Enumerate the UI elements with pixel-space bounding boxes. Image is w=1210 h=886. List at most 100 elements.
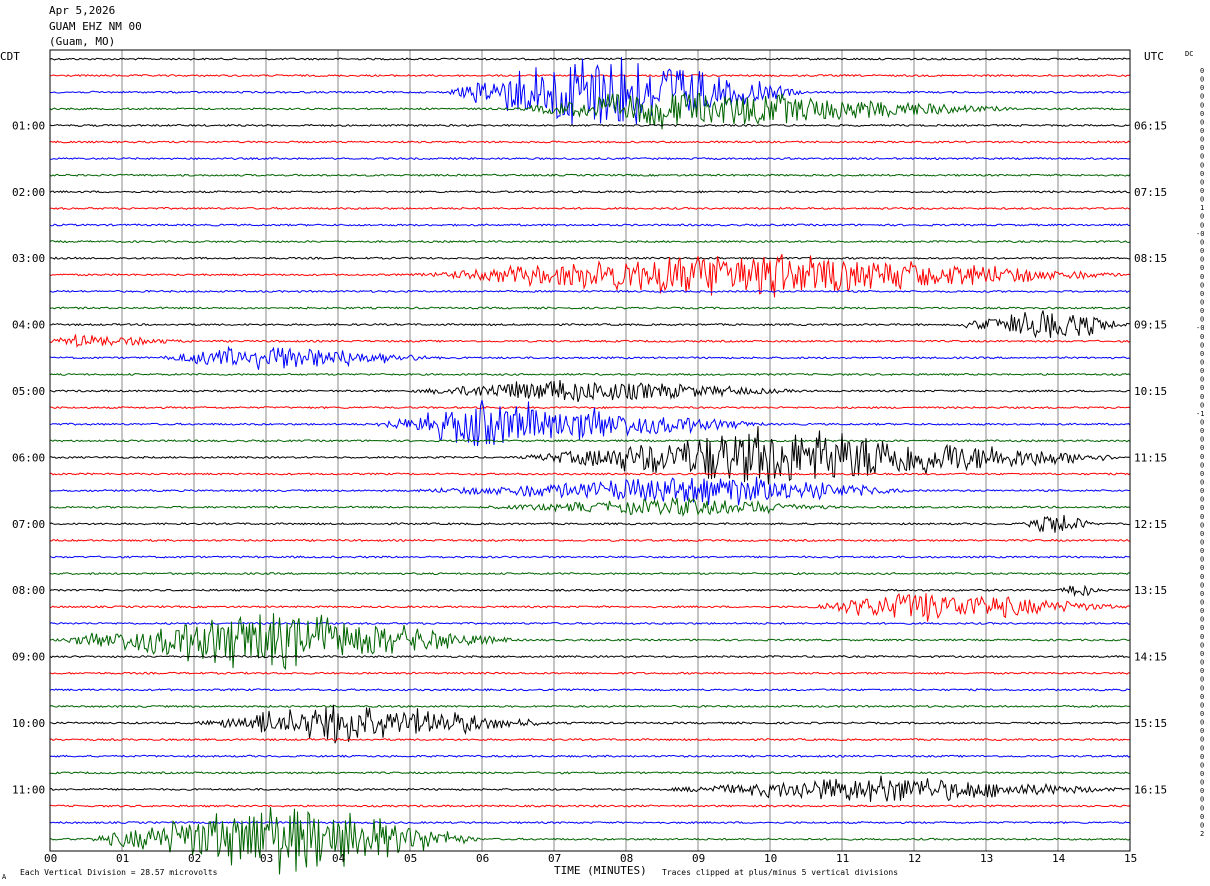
trace-32	[49, 584, 1131, 598]
dc-offset-label: 0	[1200, 419, 1204, 427]
dc-offset-label: 0	[1200, 436, 1204, 444]
trace-17	[49, 334, 1131, 348]
x-tick-label: 14	[1052, 852, 1066, 865]
dc-offset-label: 0	[1200, 530, 1204, 538]
left-hour-labels: 01:00 02:00 03:00 04:00 05:00 06:00 07:00 08:00…	[12, 119, 45, 796]
x-tick-label: 06	[476, 852, 489, 865]
trace-12	[49, 256, 1131, 260]
dc-offset-label: 0	[1200, 744, 1204, 752]
dc-offset-label: 0	[1200, 93, 1204, 101]
dc-offset-label: 0	[1200, 281, 1204, 289]
dc-offset-label: 0	[1200, 719, 1204, 727]
dc-offset-label: 0	[1200, 401, 1204, 409]
trace-21	[49, 406, 1131, 410]
x-tick-label: 12	[908, 852, 921, 865]
dc-offset-label: 0	[1200, 316, 1204, 324]
dc-offset-label: 0	[1200, 213, 1204, 221]
trace-18	[50, 345, 1131, 370]
trace-40	[49, 704, 1131, 744]
dc-offset-label: 0	[1200, 136, 1204, 144]
dc-offset-label: 0	[1200, 641, 1204, 649]
trace-45	[49, 804, 1131, 808]
dc-offset-label: 0	[1200, 359, 1204, 367]
dc-offset-label: 0	[1200, 341, 1204, 349]
dc-offset-label: 0	[1200, 487, 1204, 495]
dc-offset-label: 0	[1200, 599, 1204, 607]
right-hour-label: 14:15	[1134, 651, 1167, 664]
x-tick-label: 07	[548, 852, 561, 865]
dc-offset-label: 0	[1200, 376, 1204, 384]
dc-offset-label: 0	[1200, 110, 1204, 118]
x-tick-label: 05	[404, 852, 417, 865]
dc-offset-label: 0	[1200, 299, 1204, 307]
trace-19	[49, 372, 1131, 376]
dc-offset-label: 0	[1200, 513, 1204, 521]
dc-offset-label: 0	[1200, 221, 1204, 229]
right-hour-label: 12:15	[1134, 518, 1167, 531]
trace-39	[49, 704, 1131, 708]
trace-9	[49, 206, 1131, 210]
x-axis-label: TIME (MINUTES)	[554, 864, 647, 877]
dc-offset-label: 0	[1200, 427, 1204, 435]
dc-offset-label: -0	[1196, 230, 1204, 238]
trace-1	[49, 74, 1131, 78]
dc-offset-label: 0	[1200, 84, 1204, 92]
dc-offset-label: 0	[1200, 684, 1204, 692]
trace-7	[49, 173, 1131, 177]
trace-16	[50, 310, 1131, 339]
dc-offset-label: 0	[1200, 178, 1204, 186]
dc-offset-label: 0	[1200, 453, 1204, 461]
x-tick-label: 09	[692, 852, 705, 865]
dc-offset-label: 0	[1200, 547, 1204, 555]
trace-15	[49, 306, 1131, 310]
dc-offset-label: 0	[1200, 67, 1204, 75]
dc-offset-label: 0	[1200, 633, 1204, 641]
trace-14	[49, 289, 1131, 294]
dc-header: DC	[1185, 50, 1193, 58]
right-hour-label: 08:15	[1134, 252, 1167, 265]
trace-25	[49, 472, 1131, 476]
dc-offset-label: 0	[1200, 727, 1204, 735]
dc-offset-label: 0	[1200, 804, 1204, 812]
x-tick-label: 03	[260, 852, 273, 865]
x-tick-label: 04	[332, 852, 346, 865]
dc-offset-label: 0	[1200, 736, 1204, 744]
x-tick-labels: 00 01 02 03 04 05 06 07 08 09 10 11 12 13 14 15	[44, 852, 1137, 865]
trace-11	[49, 239, 1131, 244]
trace-6	[49, 156, 1131, 161]
trace-31	[49, 572, 1131, 576]
left-hour-label: 07:00	[12, 518, 45, 531]
x-tick-label: 11	[836, 852, 849, 865]
x-tick-label: 10	[764, 852, 777, 865]
left-hour-label: 04:00	[12, 319, 45, 332]
dc-offset-label: 0	[1200, 170, 1204, 178]
dc-offset-label: 0	[1200, 461, 1204, 469]
dc-offset-label: 0	[1200, 770, 1204, 778]
dc-offset-label: 0	[1200, 564, 1204, 572]
trace-20	[49, 379, 1131, 403]
dc-offset-label: 0	[1200, 787, 1204, 795]
dc-offset-label: 2	[1200, 830, 1204, 838]
dc-offset-label: 0	[1200, 470, 1204, 478]
trace-38	[49, 688, 1131, 692]
right-hour-label: 16:15	[1134, 783, 1167, 796]
trace-0	[49, 57, 1131, 61]
x-tick-label: 13	[980, 852, 993, 865]
dc-offset-label: -0	[1196, 324, 1204, 332]
dc-offset-label: 0	[1200, 247, 1204, 255]
dc-offset-label: 0	[1200, 521, 1204, 529]
dc-offset-label: 0	[1200, 539, 1204, 547]
dc-offset-label: 0	[1200, 504, 1204, 512]
right-timezone: UTC	[1144, 50, 1164, 63]
right-hour-label: 10:15	[1134, 385, 1167, 398]
trace-5	[49, 140, 1131, 144]
dc-offset-label: 0	[1200, 350, 1204, 358]
right-hour-labels: 06:15 07:15 08:15 09:15 10:15 11:15 12:15 13:15…	[1134, 119, 1167, 796]
left-hour-label: 03:00	[12, 252, 45, 265]
dc-offset-label: 0	[1200, 479, 1204, 487]
corner-mark: A	[2, 873, 7, 881]
dc-offset-label: 0	[1200, 444, 1204, 452]
dc-offset-label: 0	[1200, 118, 1204, 126]
right-hour-label: 07:15	[1134, 186, 1167, 199]
